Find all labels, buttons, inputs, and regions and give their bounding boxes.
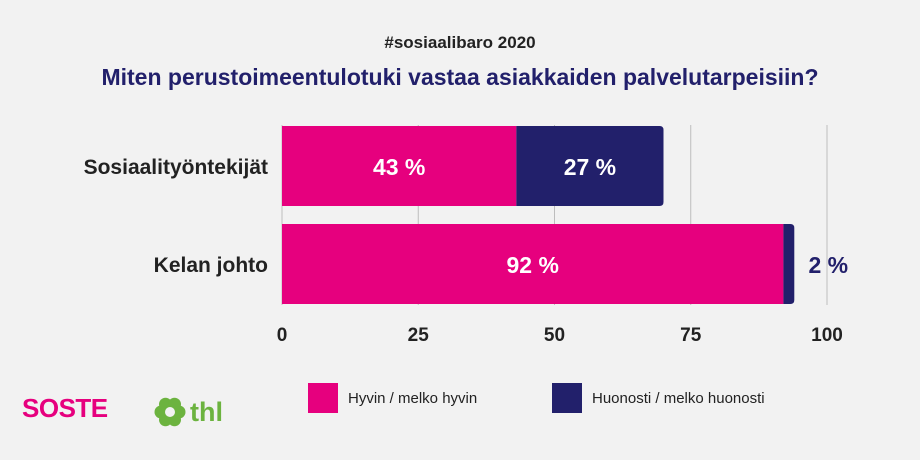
thl-logo-text: thl xyxy=(190,396,223,427)
data-label: 27 % xyxy=(564,154,616,180)
x-tick-label: 0 xyxy=(277,325,288,346)
legend-item-huonosti: Huonosti / melko huonosti xyxy=(552,383,765,413)
bar-segment xyxy=(516,126,664,206)
soste-logo: SOSTE xyxy=(22,393,108,423)
thl-logo: thl xyxy=(154,396,223,428)
data-label: 2 % xyxy=(808,252,848,278)
bar-segment xyxy=(783,224,795,304)
chart-subtitle: #sosiaalibaro 2020 xyxy=(384,33,536,52)
chart-title: Miten perustoimeentulotuki vastaa asiakk… xyxy=(101,64,819,90)
x-tick-label: 50 xyxy=(544,325,565,346)
thl-flower-icon xyxy=(154,397,186,427)
data-label: 43 % xyxy=(373,154,425,180)
legend-label-huonosti: Huonosti / melko huonosti xyxy=(592,389,765,407)
legend-item-hyvin: Hyvin / melko hyvin xyxy=(308,383,477,413)
bar-segment xyxy=(282,126,517,206)
x-tick-label: 25 xyxy=(408,325,430,346)
category-label: Sosiaalityöntekijät xyxy=(84,156,268,179)
data-label: 92 % xyxy=(506,252,558,278)
bar-segment xyxy=(282,224,784,304)
legend-label-hyvin: Hyvin / melko hyvin xyxy=(348,389,478,407)
x-tick-label: 100 xyxy=(811,325,843,346)
x-tick-label: 75 xyxy=(680,325,702,346)
category-label: Kelan johto xyxy=(154,254,268,277)
legend-swatch-navy xyxy=(552,383,582,413)
legend-swatch-pink xyxy=(308,383,338,413)
